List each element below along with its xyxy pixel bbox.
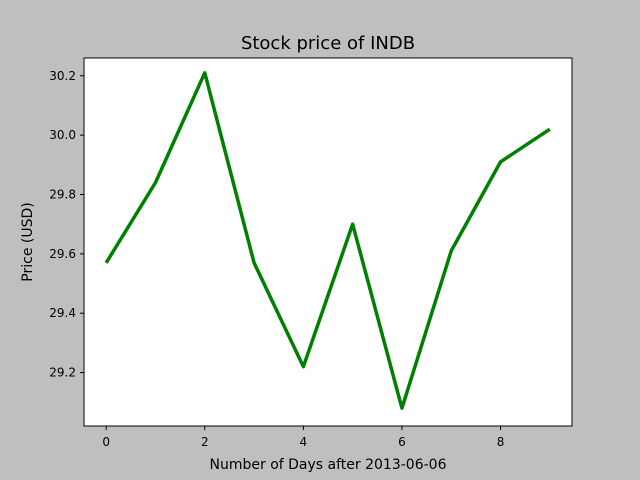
y-tick-label: 29.4 — [49, 306, 76, 320]
series-group — [104, 71, 551, 410]
x-tick-label: 0 — [102, 435, 110, 449]
y-axis-ticks: 29.2 29.4 29.6 29.8 30.0 30.2 — [49, 69, 84, 380]
y-tick-label: 29.2 — [49, 366, 76, 380]
series-line-0 — [104, 71, 551, 410]
y-tick-label: 30.2 — [49, 69, 76, 83]
x-axis-label: Number of Days after 2013-06-06 — [210, 457, 447, 473]
y-tick-label: 30.0 — [49, 128, 76, 142]
y-tick-label: 29.8 — [49, 188, 76, 202]
chart-title: Stock price of INDB — [241, 33, 415, 54]
x-tick-label: 4 — [300, 435, 308, 449]
x-tick-label: 8 — [497, 435, 505, 449]
x-tick-label: 2 — [201, 435, 209, 449]
plot-area — [83, 57, 573, 427]
y-axis-label: Price (USD) — [20, 202, 36, 281]
x-tick-label: 6 — [398, 435, 406, 449]
x-axis-ticks: 0 2 4 6 8 — [102, 426, 504, 449]
y-tick-label: 29.6 — [49, 247, 76, 261]
